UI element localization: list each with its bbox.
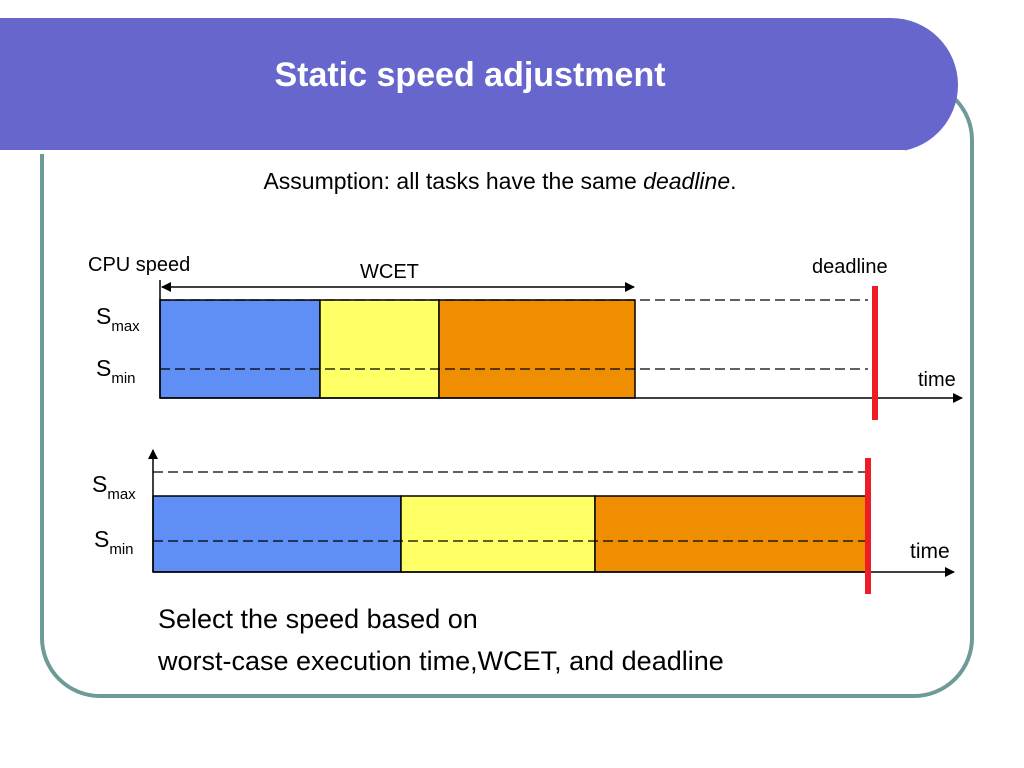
top-task1-block <box>159 299 321 399</box>
cpu-speed-label: CPU speed <box>88 254 190 276</box>
bottom-task2-block <box>400 495 596 573</box>
summary-line-2: worst-case execution time,WCET, and dead… <box>158 646 724 676</box>
wcet-label: WCET <box>360 261 419 283</box>
title-underline <box>0 150 905 154</box>
top-smax-label: Smax <box>96 303 140 335</box>
top-smin-main: S <box>96 355 111 381</box>
top-smax-main: S <box>96 303 111 329</box>
top-task3-block <box>438 299 636 399</box>
top-time-label: time <box>918 369 956 391</box>
top-smax-sub: max <box>111 318 140 335</box>
bottom-smin-label: Smin <box>94 526 134 558</box>
top-plot: CPU speed WCET deadline time Smax Smin <box>88 254 963 420</box>
bottom-smax-sub: max <box>107 486 136 503</box>
deadline-label: deadline <box>812 256 888 278</box>
top-smin-label: Smin <box>96 355 136 387</box>
assumption-text: Assumption: all tasks have the same dead… <box>0 166 1000 196</box>
bottom-task3-block <box>594 495 868 573</box>
top-smin-sub: min <box>111 370 135 387</box>
top-task2-block <box>319 299 440 399</box>
slide-title: Static speed adjustment <box>274 56 666 94</box>
bottom-smax-main: S <box>92 471 107 497</box>
assumption-prefix: Assumption: all tasks have the same <box>263 168 644 194</box>
bottom-smax-label: Smax <box>92 471 136 503</box>
bottom-smin-sub: min <box>109 541 133 558</box>
bottom-plot: time Smax Smin <box>92 449 955 594</box>
assumption-emphasis: deadline <box>643 168 731 194</box>
title-bar <box>0 18 958 154</box>
assumption-suffix: . <box>730 168 737 194</box>
bottom-task1-block <box>152 495 402 573</box>
bottom-smin-main: S <box>94 526 109 552</box>
bottom-time-label: time <box>910 540 950 563</box>
summary-text: Select the speed based on worst-case exe… <box>158 598 958 682</box>
summary-line-1: Select the speed based on <box>158 604 478 634</box>
